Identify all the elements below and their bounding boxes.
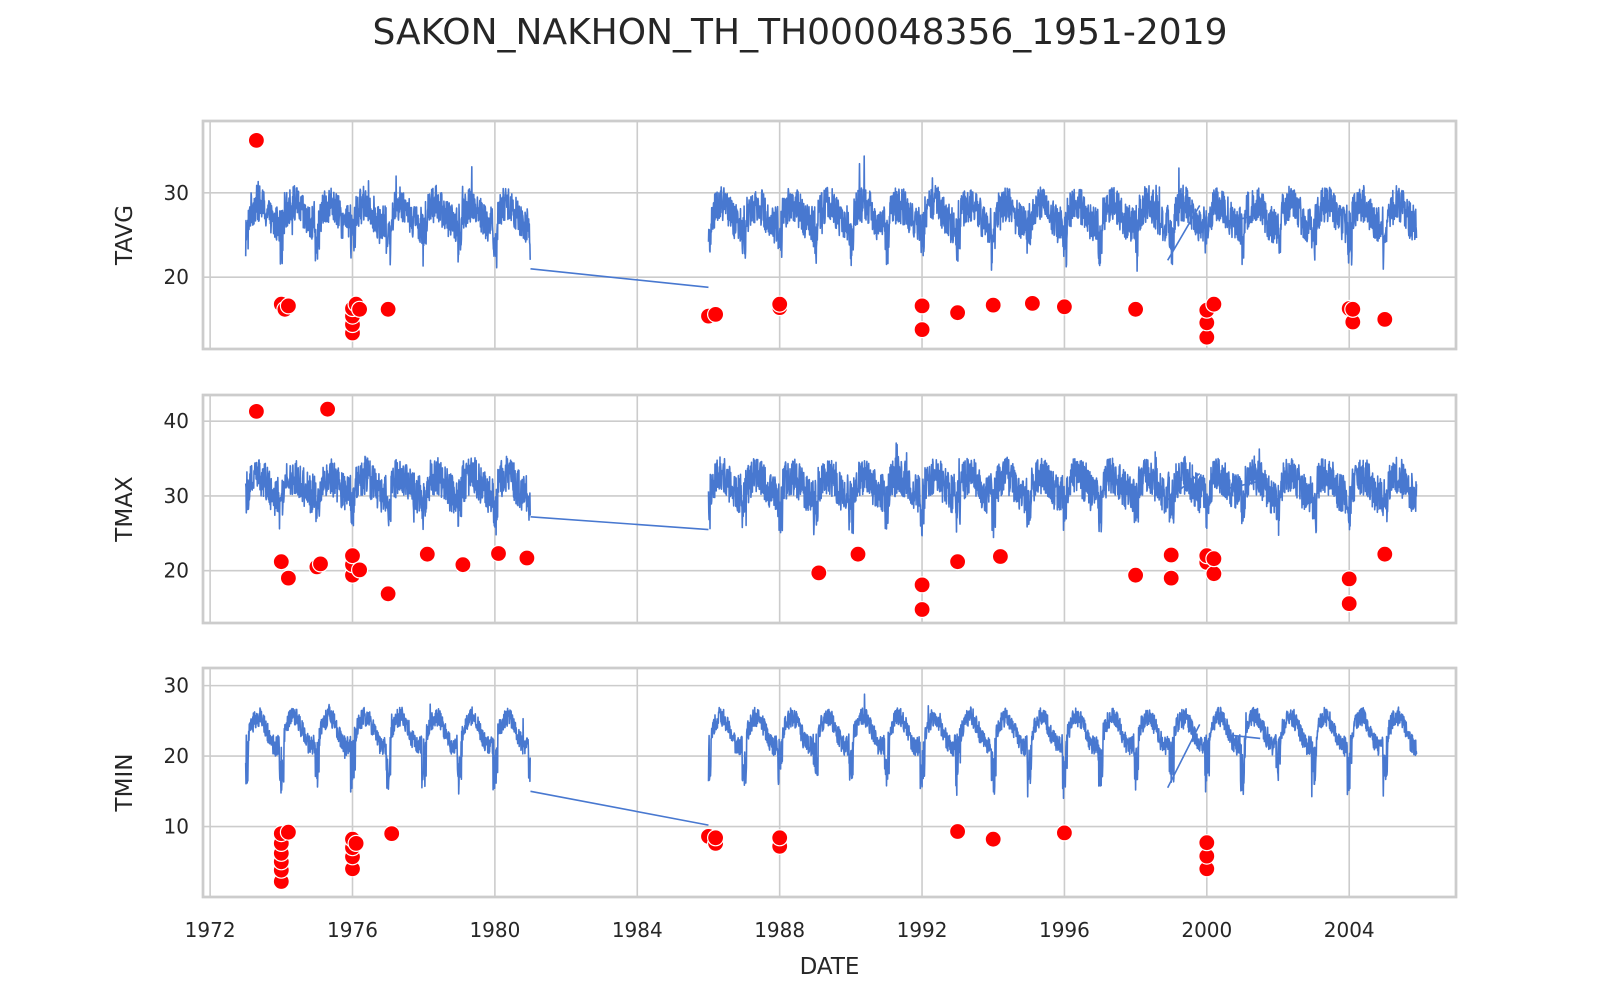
outlier-point xyxy=(913,321,931,339)
series-gap-connector xyxy=(1228,734,1261,740)
series-line-tavg-segment-0 xyxy=(244,166,531,269)
x-tick-label: 1976 xyxy=(327,918,378,942)
outlier-point xyxy=(319,400,337,418)
series-line-tmax-segment-1 xyxy=(707,442,1418,539)
outlier-point xyxy=(1126,566,1145,584)
panel-tmax: 20 30 40 TMAX xyxy=(112,393,1458,625)
figure-title: SAKON_NAKHON_TH_TH000048356_1951-2019 xyxy=(372,12,1228,53)
outlier-point xyxy=(948,553,967,571)
outlier-point xyxy=(1198,328,1216,346)
y-tick-label: 20 xyxy=(164,744,189,768)
outlier-point xyxy=(383,824,401,843)
x-axis: 1972 1976 1980 1984 1988 1992 1996 2000 2004 DATE xyxy=(185,918,1375,980)
outlier-point xyxy=(518,549,536,567)
outlier-point xyxy=(1340,570,1358,588)
series-line-tmin-segment-0 xyxy=(244,703,531,795)
x-axis-label: DATE xyxy=(800,954,860,980)
outlier-point xyxy=(771,829,789,847)
outlier-point xyxy=(247,131,265,149)
series-gap-connector xyxy=(530,516,709,531)
outlier-point xyxy=(311,555,330,573)
outlier-point xyxy=(984,296,1002,314)
x-tick-label: 2004 xyxy=(1324,918,1375,942)
outlier-point xyxy=(1340,594,1358,613)
outlier-point xyxy=(351,561,369,579)
x-tick-label: 1996 xyxy=(1039,918,1090,942)
outlier-point xyxy=(272,553,290,571)
outlier-point xyxy=(1205,550,1223,568)
series-gap-connector xyxy=(1166,724,1201,789)
outlier-point xyxy=(379,300,397,318)
y-axis-label: TMIN xyxy=(112,754,138,813)
y-tick-label: 30 xyxy=(164,484,189,508)
x-tick-label: 1992 xyxy=(897,918,948,942)
outlier-point xyxy=(279,569,297,587)
outlier-point xyxy=(849,545,867,563)
outlier-point xyxy=(1205,565,1223,583)
outlier-point xyxy=(984,830,1002,848)
outlier-point xyxy=(771,295,789,313)
y-axis-label: TAVG xyxy=(112,205,138,266)
panel-frame xyxy=(201,666,1458,899)
outlier-point xyxy=(706,305,725,323)
x-tick-label: 1984 xyxy=(612,918,663,942)
series-gap-connector xyxy=(530,267,709,289)
series-line-tmin-segment-1 xyxy=(707,693,1418,800)
outlier-point xyxy=(706,829,725,847)
outlier-point xyxy=(913,297,931,315)
outlier-point xyxy=(1055,824,1074,842)
series-gap-connector xyxy=(1167,472,1201,501)
outlier-point xyxy=(1162,569,1180,587)
panel-tavg: 20 30 TAVG xyxy=(112,119,1458,351)
outlier-point xyxy=(1198,834,1216,852)
series-gap-connector xyxy=(530,790,709,826)
y-tick-label: 30 xyxy=(164,181,189,205)
outlier-point xyxy=(418,545,436,563)
outlier-point xyxy=(351,300,369,318)
series-line-tmax-segment-0 xyxy=(244,455,531,536)
x-tick-label: 1972 xyxy=(185,918,236,942)
y-tick-label: 10 xyxy=(164,815,189,839)
y-tick-label: 30 xyxy=(164,674,189,698)
outlier-point xyxy=(1126,300,1145,318)
y-axis-label: TMAX xyxy=(112,476,138,543)
outlier-point xyxy=(913,576,931,594)
outlier-point xyxy=(810,564,828,582)
panel-tmin: 10 20 30 TMIN xyxy=(112,666,1458,899)
outlier-point xyxy=(1344,300,1362,318)
outlier-point xyxy=(1376,545,1394,563)
series-gap-connector xyxy=(1166,205,1201,261)
panel-frame xyxy=(201,393,1458,625)
outlier-point xyxy=(454,556,472,574)
outlier-point xyxy=(247,402,265,420)
outlier-point xyxy=(948,304,967,322)
outlier-point xyxy=(913,600,931,619)
outlier-point xyxy=(1055,298,1074,316)
outlier-point xyxy=(991,547,1010,566)
series-line-tavg-segment-1 xyxy=(707,155,1418,272)
y-tick-label: 40 xyxy=(164,409,189,433)
y-tick-label: 20 xyxy=(164,559,189,583)
outlier-point xyxy=(948,822,967,841)
panel-border xyxy=(201,119,1458,351)
outlier-point xyxy=(347,834,365,853)
outlier-point xyxy=(489,544,508,563)
outlier-point xyxy=(1205,295,1223,313)
x-tick-label: 1988 xyxy=(754,918,805,942)
x-tick-label: 2000 xyxy=(1181,918,1232,942)
outlier-point xyxy=(379,585,397,603)
outlier-point xyxy=(279,297,297,315)
series-gap-connector xyxy=(1227,480,1261,490)
series-gap-connector xyxy=(1227,213,1261,224)
y-tick-label: 20 xyxy=(164,265,189,289)
panel-border xyxy=(201,393,1458,625)
outlier-point xyxy=(1023,294,1042,312)
panel-border xyxy=(201,666,1458,899)
outlier-point xyxy=(279,823,297,841)
outlier-point xyxy=(1162,546,1180,564)
outlier-point xyxy=(343,547,362,565)
outlier-point xyxy=(1376,310,1394,328)
x-tick-label: 1980 xyxy=(469,918,520,942)
